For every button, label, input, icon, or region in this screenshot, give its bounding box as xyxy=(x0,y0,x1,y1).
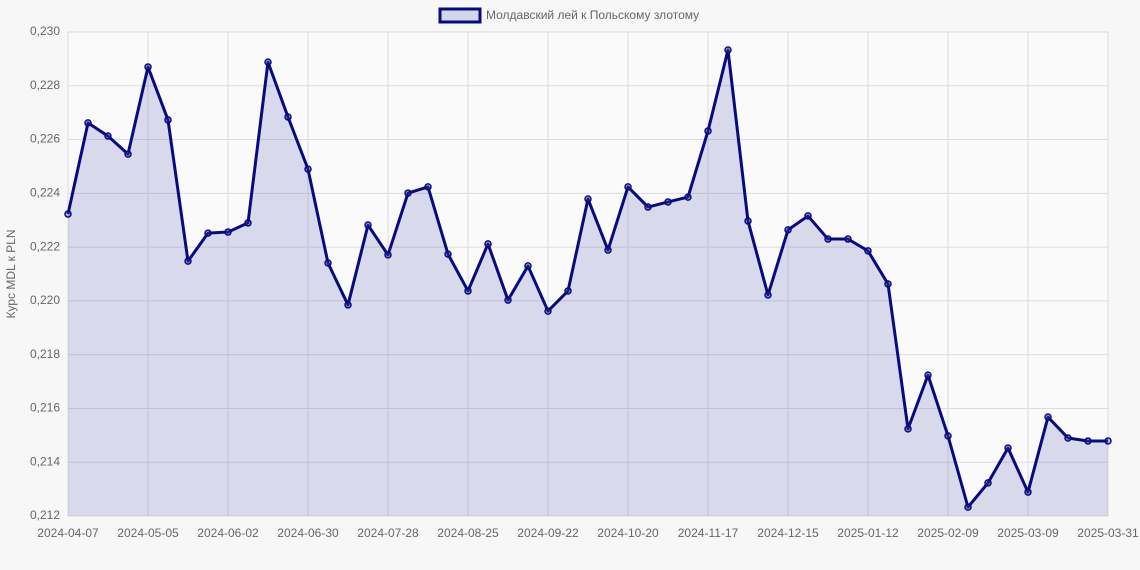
point xyxy=(504,296,512,304)
point xyxy=(284,113,292,121)
point xyxy=(224,228,232,236)
point xyxy=(304,165,312,173)
point xyxy=(764,291,772,299)
point xyxy=(244,219,252,227)
point xyxy=(824,235,832,243)
point xyxy=(884,280,892,288)
y-tick-label: 0,228 xyxy=(30,78,60,92)
point xyxy=(604,246,612,254)
y-tick-label: 0,212 xyxy=(30,508,60,522)
x-tick-label: 2024-07-28 xyxy=(357,526,419,540)
x-tick-label: 2024-06-02 xyxy=(197,526,259,540)
point xyxy=(724,46,732,54)
point xyxy=(1004,444,1012,452)
y-tick-label: 0,214 xyxy=(30,454,60,468)
point xyxy=(544,307,552,315)
point xyxy=(944,432,952,440)
point xyxy=(344,301,352,309)
point xyxy=(164,116,172,124)
point xyxy=(364,221,372,229)
point xyxy=(664,198,672,206)
line xyxy=(66,48,1108,509)
x-tick-label: 2025-03-09 xyxy=(997,526,1059,540)
point xyxy=(524,262,532,270)
point xyxy=(964,503,972,511)
point xyxy=(124,150,132,158)
point xyxy=(924,371,932,379)
point xyxy=(264,58,272,66)
x-tick-label: 2024-11-17 xyxy=(678,526,739,540)
x-tick-label: 2024-09-22 xyxy=(517,526,579,540)
x-tick-label: 2024-10-20 xyxy=(597,526,659,540)
point xyxy=(144,63,152,71)
point xyxy=(324,259,332,267)
point xyxy=(84,119,92,127)
y-tick-label: 0,216 xyxy=(30,401,60,415)
x-tick-label: 2024-08-25 xyxy=(437,526,499,540)
point xyxy=(584,195,592,203)
y-tick-label: 0,220 xyxy=(30,293,60,307)
x-tick-label: 2025-03-31 xyxy=(1077,526,1139,540)
x-tick-label: 2025-02-09 xyxy=(917,526,979,540)
point xyxy=(684,193,692,201)
point xyxy=(644,203,652,211)
point xyxy=(64,210,72,218)
y-axis-title: Курс MDL к PLN xyxy=(4,229,18,318)
point xyxy=(1104,437,1112,445)
y-tick-label: 0,218 xyxy=(30,347,60,361)
point xyxy=(104,132,112,140)
point xyxy=(484,240,492,248)
point xyxy=(864,247,872,255)
point xyxy=(464,287,472,295)
y-tick-label: 0,226 xyxy=(30,132,60,146)
point xyxy=(564,287,572,295)
point xyxy=(444,250,452,258)
legend-label: Молдавский лей к Польскому злотому xyxy=(486,8,699,22)
legend-swatch xyxy=(438,7,482,24)
x-tick-label: 2024-12-15 xyxy=(757,526,819,540)
area xyxy=(68,50,1108,516)
point xyxy=(204,229,212,237)
y-tick-label: 0,224 xyxy=(30,186,60,200)
point xyxy=(384,251,392,259)
x-tick-label: 2025-01-12 xyxy=(837,526,899,540)
x-tick-label: 2024-06-30 xyxy=(277,526,339,540)
point xyxy=(624,183,632,191)
point xyxy=(844,235,852,243)
x-tick-label: 2024-04-07 xyxy=(37,526,99,540)
point xyxy=(704,127,712,135)
point xyxy=(424,183,432,191)
plot-area xyxy=(68,32,1108,516)
point xyxy=(744,217,752,225)
point xyxy=(184,257,192,265)
point xyxy=(784,226,792,234)
y-tick-label: 0,230 xyxy=(30,24,60,38)
point xyxy=(1024,488,1032,496)
point xyxy=(984,479,992,487)
point xyxy=(904,425,912,433)
point xyxy=(1044,413,1052,421)
point xyxy=(1084,437,1092,445)
point xyxy=(404,189,412,197)
y-tick-label: 0,222 xyxy=(30,239,60,253)
point xyxy=(804,212,812,220)
point xyxy=(1064,434,1072,442)
x-tick-label: 2024-05-05 xyxy=(117,526,179,540)
